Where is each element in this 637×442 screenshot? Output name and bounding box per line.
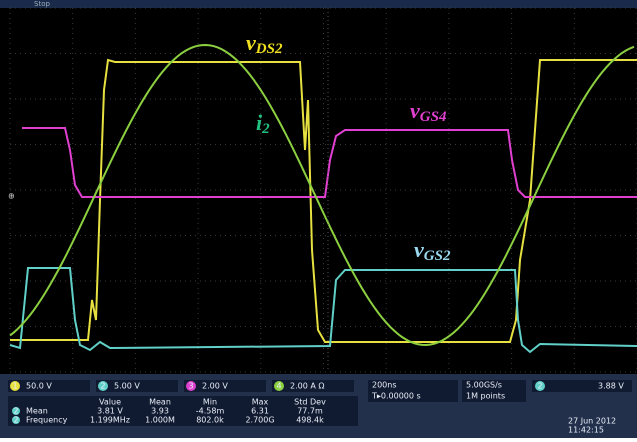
page: {"screen": {"status": "Stop", "labels": … [0,0,637,438]
channel-number: 3 [188,382,193,391]
measurement-channel: 2 [13,416,18,425]
measurement-header: Max [252,398,269,407]
status: Stop [34,0,50,8]
trigger-channel: 2 [537,382,542,391]
oscilloscope-screen: Stop ⊕ vDS2 i2 vGS4 vGS2 150.0 V25.00 V3… [0,0,637,438]
measurement-value: 498.4k [296,416,324,425]
trigger-level: 3.88 V [598,382,624,391]
measurement-header: Min [203,398,217,407]
measurement-value: 802.0k [196,416,224,425]
channel-scale: 2.00 A Ω [290,382,324,391]
channel-scale: 5.00 V [114,382,140,391]
measurement-channel: 2 [13,407,18,416]
timebase: 200ns [372,381,397,390]
channel-scale: 50.0 V [26,382,52,391]
date: 27 Jun 2012 [568,417,616,426]
record-length: 1M points [466,392,505,401]
measurement-value: 1.199MHz [90,416,130,425]
measurement-header: Mean [149,398,171,407]
measurement-value: 77.7m [297,407,323,416]
measurement-name: Frequency [26,416,68,425]
measurement-value: 3.93 [151,407,169,416]
measurement-value: -4.58m [196,407,225,416]
ground-marker: ⊕ [8,192,15,201]
measurement-header: Std Dev [294,398,326,407]
measurement-value: 3.81 V [97,407,123,416]
measurement-header: Value [99,398,121,407]
measurement-value: 6.31 [251,407,269,416]
measurement-name: Mean [26,407,48,416]
channel-scale: 2.00 V [202,382,228,391]
delay: T▸0.00000 s [371,392,421,401]
channel-number: 4 [276,382,281,391]
measurement-value: 1.000M [145,416,175,425]
sample-rate: 5.00GS/s [466,381,502,390]
time: 11:42:15 [568,426,604,435]
channel-number: 2 [100,382,105,391]
measurement-value: 2.700G [245,416,274,425]
top-bar [0,0,637,8]
channel-number: 1 [12,382,17,391]
